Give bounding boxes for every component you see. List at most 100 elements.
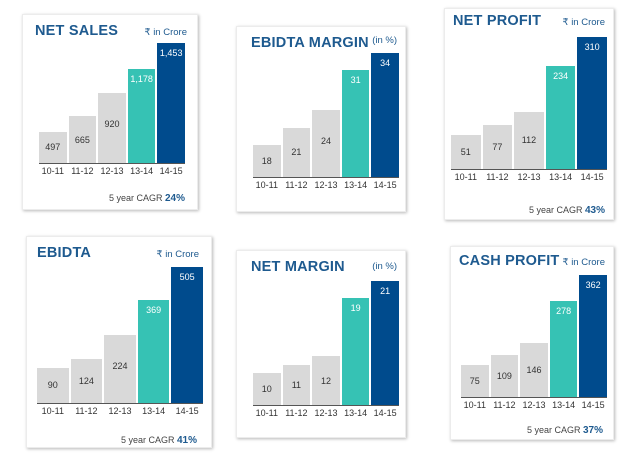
x-tick-label: 10-11: [454, 172, 477, 182]
x-tick-label: 11-12: [285, 180, 308, 190]
bar-value-label: 362: [585, 280, 601, 290]
x-tick-label: 10-11: [255, 408, 278, 418]
bar-value-label: 12: [320, 375, 331, 386]
bar-14-15: 21: [371, 281, 399, 405]
bar-value-label: 21: [380, 286, 391, 296]
bar-value-label: 505: [179, 272, 195, 282]
x-tick-label: 11-12: [493, 400, 516, 410]
x-tick-label: 12-13: [517, 172, 541, 182]
x-tick-label: 13-14: [552, 400, 576, 410]
x-tick-label: 13-14: [344, 180, 368, 190]
bar-11-12: 109: [490, 354, 519, 397]
cagr-label: 5 year CAGR: [528, 205, 583, 215]
bar-plot: 10 10-11 11 11-12 12 12-13 19 13-14 21 14-15: [253, 279, 399, 421]
x-axis-line: [37, 403, 203, 404]
bar-value-label: 665: [74, 134, 90, 145]
bar-14-15: 362: [579, 275, 607, 397]
cagr-label: 5 year CAGR: [108, 193, 163, 203]
x-tick-label: 10-11: [41, 166, 64, 176]
bar-10-11: 51: [451, 134, 481, 169]
bar-value-label: 19: [350, 302, 361, 313]
x-tick-label: 14-15: [373, 408, 397, 418]
chart-title: NET PROFIT: [453, 13, 542, 29]
x-tick-label: 14-15: [175, 406, 199, 416]
x-tick-label: 10-11: [255, 180, 278, 190]
bar-11-12: 77: [482, 124, 513, 169]
cagr-value: 37%: [582, 425, 603, 436]
chart-panel-ebidta: EBIDTA ₹ in Crore 90 10-11 124 11-12 224 12-1…: [26, 236, 212, 448]
bar-value-label: 11: [291, 379, 302, 390]
x-tick-label: 12-13: [314, 408, 338, 418]
bar-value-label: 34: [380, 58, 391, 68]
bar-10-11: 10: [253, 372, 281, 405]
bar-plot: 75 10-11 109 11-12 146 12-13 278 13-14 362 14-15: [461, 273, 607, 413]
bar-14-15: 1,453: [157, 43, 185, 163]
chart-title: NET SALES: [35, 23, 119, 39]
x-tick-label: 13-14: [130, 166, 154, 176]
bar-value-label: 75: [469, 376, 480, 387]
bar-value-label: 10: [261, 383, 272, 394]
cagr-value: 41%: [176, 435, 197, 446]
bar-value-label: 90: [47, 380, 58, 391]
bar-12-13: 12: [312, 356, 340, 405]
x-tick-label: 12-13: [522, 400, 546, 410]
chart-panel-net-sales: NET SALES ₹ in Crore 497 10-11 665 11-12 920…: [22, 14, 198, 210]
bar-13-14: 369: [137, 300, 170, 403]
bar-value-label: 1,453: [159, 48, 183, 58]
bar-10-11: 75: [461, 365, 489, 397]
bar-value-label: 24: [320, 136, 331, 147]
bar-13-14: 234: [545, 65, 576, 169]
bar-value-label: 146: [526, 364, 542, 375]
bar-12-13: 112: [514, 111, 544, 169]
bar-value-label: 278: [556, 306, 572, 317]
x-tick-label: 10-11: [41, 406, 64, 416]
cagr-note: 5 year CAGR 43%: [529, 205, 605, 216]
chart-unit: ₹ in Crore: [562, 17, 605, 28]
x-tick-label: 11-12: [486, 172, 509, 182]
bar-value-label: 31: [350, 75, 361, 86]
bar-value-label: 234: [553, 70, 569, 81]
x-axis-line: [253, 405, 399, 406]
cagr-label: 5 year CAGR: [120, 435, 175, 445]
bar-13-14: 278: [549, 301, 578, 397]
chart-panel-cash-profit: CASH PROFIT ₹ in Crore 75 10-11 109 11-12 14…: [450, 246, 614, 440]
x-axis-line: [253, 177, 399, 178]
cagr-note: 5 year CAGR 24%: [109, 193, 185, 204]
bar-value-label: 77: [492, 141, 503, 152]
x-tick-label: 11-12: [71, 166, 94, 176]
x-tick-label: 14-15: [580, 172, 604, 182]
cagr-value: 43%: [584, 205, 605, 216]
cagr-note: 5 year CAGR 37%: [527, 425, 603, 436]
bar-14-15: 310: [577, 37, 607, 169]
chart-panel-ebidta-margin: EBIDTA MARGIN (in %) 18 10-11 21 11-12 24 12-…: [236, 26, 406, 212]
bar-10-11: 18: [253, 144, 281, 177]
bar-12-13: 920: [98, 92, 126, 163]
bar-12-13: 224: [104, 335, 136, 403]
chart-unit: ₹ in Crore: [562, 257, 605, 268]
bar-10-11: 90: [37, 367, 69, 403]
x-tick-label: 10-11: [463, 400, 486, 410]
bar-value-label: 124: [78, 376, 94, 387]
bar-value-label: 1,178: [130, 73, 153, 84]
x-tick-label: 14-15: [159, 166, 183, 176]
bar-value-label: 224: [112, 361, 128, 372]
cagr-value: 24%: [164, 193, 185, 204]
chart-panel-net-profit: NET PROFIT ₹ in Crore 51 10-11 77 11-12 112 1…: [444, 8, 614, 220]
bar-value-label: 497: [45, 142, 61, 153]
chart-unit: ₹ in Crore: [144, 27, 187, 38]
chart-title: EBIDTA MARGIN: [251, 35, 369, 51]
bar-14-15: 34: [371, 53, 399, 177]
bar-plot: 51 10-11 77 11-12 112 12-13 234 13-14 310 14-15: [451, 35, 607, 185]
chart-panel-net-margin: NET MARGIN (in %) 10 10-11 11 11-12 12 12-13 1…: [236, 250, 406, 438]
x-tick-label: 12-13: [314, 180, 338, 190]
chart-title: NET MARGIN: [251, 259, 345, 275]
bar-value-label: 369: [146, 305, 162, 315]
bar-plot: 18 10-11 21 11-12 24 12-13 31 13-14 34 14-15: [253, 51, 399, 193]
x-axis-line: [461, 397, 607, 398]
bar-11-12: 11: [282, 364, 311, 405]
x-tick-label: 11-12: [285, 408, 308, 418]
x-tick-label: 12-13: [108, 406, 132, 416]
bar-value-label: 18: [261, 155, 272, 166]
bar-13-14: 1,178: [127, 68, 156, 163]
x-tick-label: 14-15: [581, 400, 605, 410]
